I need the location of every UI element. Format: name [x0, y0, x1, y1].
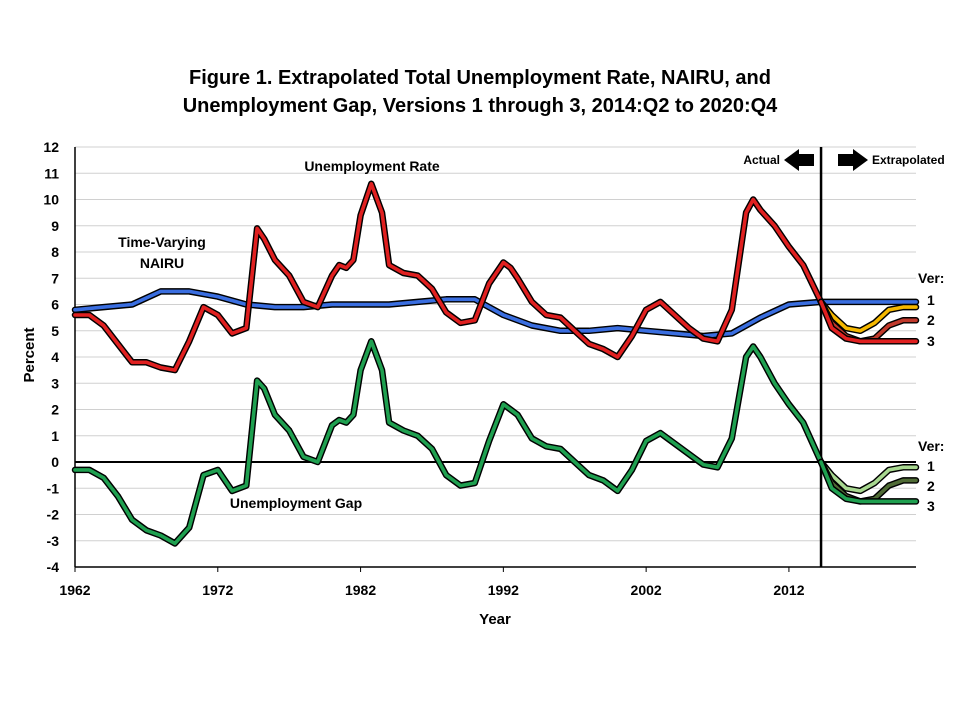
- chart-title-line-1: Figure 1. Extrapolated Total Unemploymen…: [189, 67, 771, 89]
- x-tick-label: 2002: [631, 582, 662, 598]
- unemployment-rate-label: Unemployment Rate: [304, 158, 440, 174]
- series-line: [819, 300, 918, 344]
- y-tick-label: -3: [47, 533, 60, 549]
- version-1-lower-label: 1: [927, 458, 935, 474]
- y-tick-label: 5: [51, 323, 59, 339]
- y-tick-label: 9: [51, 218, 59, 234]
- version-2-upper-label: 2: [927, 312, 935, 328]
- series-line: [819, 460, 918, 493]
- series-outline: [71, 338, 825, 547]
- y-tick-label: 0: [51, 454, 59, 470]
- series-lines: [71, 180, 920, 547]
- y-tick-label: 2: [51, 402, 59, 418]
- y-axis-label: Percent: [21, 327, 38, 382]
- x-tick-label: 1992: [488, 582, 519, 598]
- extrapolated-label: Extrapolated: [872, 153, 945, 167]
- chart-title: Figure 1. Extrapolated Total Unemploymen…: [0, 64, 960, 120]
- series-gap-v3: [817, 458, 920, 505]
- unemployment-gap-label: Unemployment Gap: [230, 495, 362, 511]
- version-1-upper-label: 1: [927, 292, 935, 308]
- y-tick-label: -1: [47, 480, 60, 496]
- x-tick-label: 2012: [773, 582, 804, 598]
- y-tick-label: 4: [51, 349, 59, 365]
- series-line: [819, 460, 918, 504]
- y-tick-label: 8: [51, 244, 59, 260]
- version-3-upper-label: 3: [927, 333, 935, 349]
- gridlines: [75, 146, 916, 568]
- y-tick-label: -2: [47, 507, 60, 523]
- series-ur-v3: [817, 298, 920, 345]
- series-unemployment-gap: [71, 338, 825, 547]
- series-line: [73, 182, 823, 372]
- y-tick-label: 11: [44, 165, 59, 181]
- nairu-label-line-1: Time-Varying: [118, 234, 206, 250]
- series-unemployment-rate: [71, 180, 825, 374]
- y-tick-label: 3: [51, 375, 59, 391]
- y-tick-label: 7: [51, 270, 59, 286]
- x-tick-label: 1982: [345, 582, 376, 598]
- version-header-lower: Ver:: [918, 438, 944, 454]
- version-2-lower-label: 2: [927, 478, 935, 494]
- x-tick-label: 1962: [59, 582, 90, 598]
- x-axis-label: Year: [479, 611, 511, 628]
- series-gap-v1: [817, 458, 920, 495]
- arrow-left-icon: [784, 149, 814, 171]
- series-line: [73, 339, 823, 546]
- chart-title-line-2: Unemployment Gap, Versions 1 through 3, …: [182, 95, 778, 117]
- y-tick-label: 6: [51, 297, 59, 313]
- version-header-upper: Ver:: [918, 270, 944, 286]
- y-tick-label: 10: [43, 192, 59, 208]
- series-ur-v1: [817, 298, 920, 335]
- nairu-label-line-2: NAIRU: [140, 255, 184, 271]
- y-tick-label: -4: [47, 559, 60, 575]
- version-3-lower-label: 3: [927, 498, 935, 514]
- series-line: [819, 300, 918, 333]
- arrow-right-icon: [838, 149, 868, 171]
- actual-label: Actual: [743, 153, 780, 167]
- y-tick-label: 1: [51, 428, 59, 444]
- x-tick-label: 1972: [202, 582, 233, 598]
- y-tick-label: 12: [43, 139, 59, 155]
